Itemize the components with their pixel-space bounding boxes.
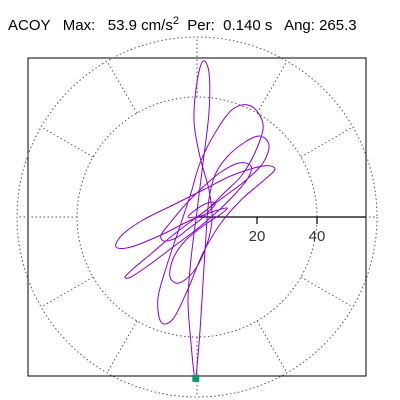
component-label: ACOY [8,17,51,34]
max-value: 53.9 cm/s [107,17,173,34]
max-exponent: 2 [172,15,179,27]
max-label: Max: [62,17,96,34]
period-value: 0.140 s [223,17,273,34]
orbit-series-line [115,60,276,380]
chart-title: ACOY Max: 53.9 cm/s2 Per: 0.140 s Ang: 2… [8,15,357,34]
x-tick-label: 40 [309,228,326,245]
orbit-trace [115,60,276,380]
grid-ring [16,36,378,398]
angle-label: Ang: [284,17,315,34]
peak-marker [192,374,200,382]
angle-value: 265.3 [319,17,357,34]
period-label: Per: [187,17,215,34]
x-tick-label: 20 [249,228,266,245]
peak-marker-group [192,374,200,382]
